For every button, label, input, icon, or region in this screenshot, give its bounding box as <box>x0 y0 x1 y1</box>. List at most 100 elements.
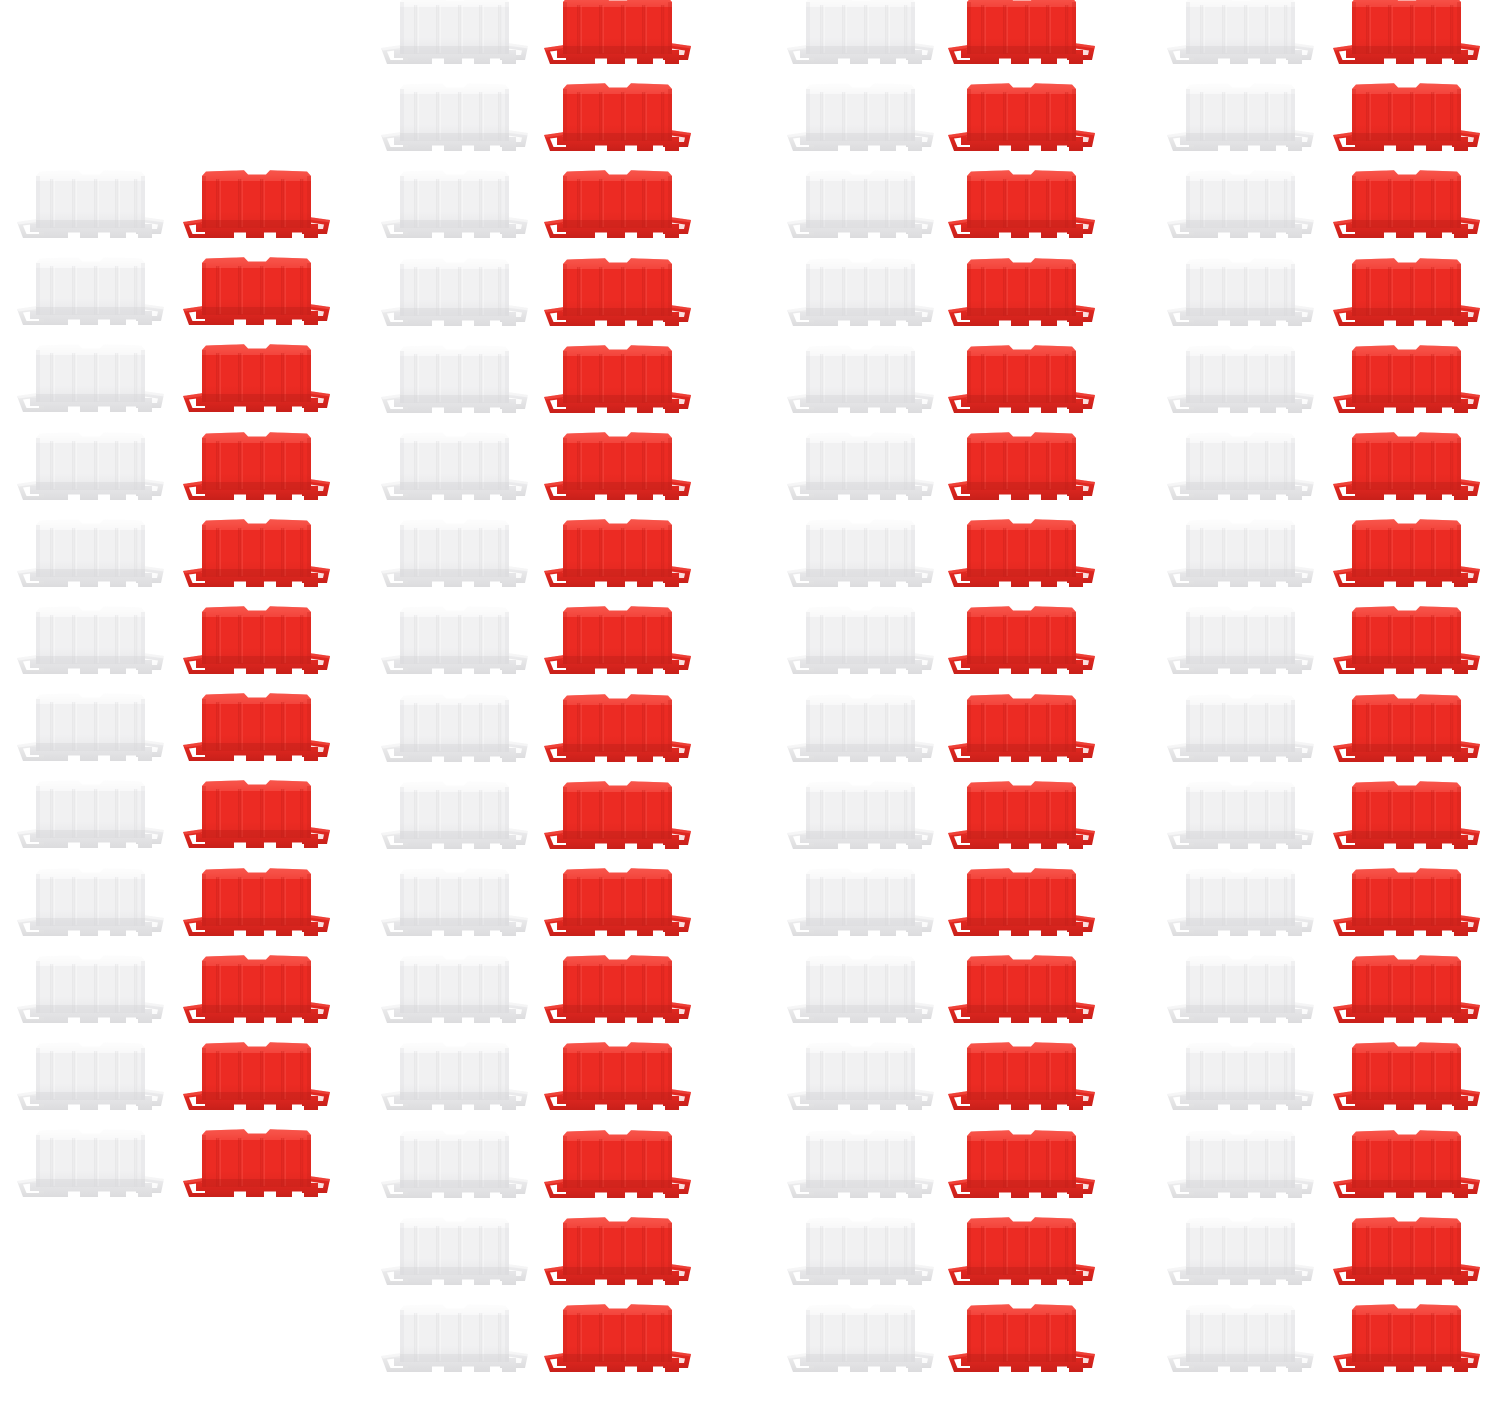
wedge-pair <box>784 604 1097 682</box>
tile-leveling-wedge-red <box>1330 692 1482 770</box>
tile-leveling-wedge-red <box>541 692 693 770</box>
wedge-pair <box>784 343 1097 421</box>
tile-leveling-wedge-white <box>14 342 166 420</box>
wedge-pair <box>378 604 693 682</box>
tile-leveling-wedge-red <box>1330 779 1482 857</box>
tile-leveling-wedge-red <box>1330 517 1482 595</box>
tile-leveling-wedge-red <box>541 604 693 682</box>
tile-leveling-wedge-red <box>945 1302 1097 1380</box>
tile-leveling-wedge-white <box>784 168 936 246</box>
tile-leveling-wedge-white <box>1164 517 1316 595</box>
wedge-pair <box>784 692 1097 770</box>
wedge-pair <box>784 430 1097 508</box>
tile-leveling-wedge-white <box>14 778 166 856</box>
tile-leveling-wedge-red <box>180 342 332 420</box>
wedge-pair <box>1164 0 1482 72</box>
tile-leveling-wedge-white <box>1164 343 1316 421</box>
tile-leveling-wedge-white <box>378 168 530 246</box>
wedge-pair <box>378 430 693 508</box>
tile-leveling-wedge-red <box>180 1127 332 1205</box>
tile-leveling-wedge-white <box>1164 256 1316 334</box>
tile-leveling-wedge-red <box>541 256 693 334</box>
wedge-pair <box>14 1040 332 1118</box>
wedge-pair <box>1164 1302 1482 1380</box>
wedge-pair <box>14 255 332 333</box>
tile-leveling-wedge-red <box>1330 604 1482 682</box>
tile-leveling-wedge-red <box>541 168 693 246</box>
wedge-pair <box>784 779 1097 857</box>
tile-leveling-wedge-white <box>378 953 530 1031</box>
tile-leveling-wedge-red <box>945 953 1097 1031</box>
tile-leveling-wedge-red <box>945 1128 1097 1206</box>
tile-leveling-wedge-red <box>180 604 332 682</box>
tile-leveling-wedge-white <box>14 430 166 508</box>
tile-leveling-wedge-white <box>1164 953 1316 1031</box>
tile-leveling-wedge-white <box>14 953 166 1031</box>
tile-leveling-wedge-red <box>1330 1040 1482 1118</box>
wedge-pair <box>14 866 332 944</box>
wedge-pair <box>378 81 693 159</box>
tile-leveling-wedge-white <box>1164 168 1316 246</box>
tile-leveling-wedge-white <box>784 692 936 770</box>
tile-leveling-wedge-red <box>180 1040 332 1118</box>
wedge-pair <box>378 866 693 944</box>
wedge-pair <box>784 517 1097 595</box>
tile-leveling-wedge-white <box>14 604 166 682</box>
wedge-pair <box>784 0 1097 72</box>
tile-leveling-wedge-red <box>1330 0 1482 72</box>
tile-leveling-wedge-red <box>945 343 1097 421</box>
wedge-pair <box>784 81 1097 159</box>
wedge-pair <box>1164 604 1482 682</box>
tile-leveling-wedge-white <box>14 1127 166 1205</box>
tile-leveling-wedge-white <box>784 604 936 682</box>
tile-leveling-wedge-white <box>1164 1215 1316 1293</box>
wedge-pair <box>1164 1215 1482 1293</box>
wedge-pair <box>14 1127 332 1205</box>
tile-leveling-wedge-white <box>14 255 166 333</box>
tile-leveling-wedge-red <box>541 430 693 508</box>
tile-leveling-wedge-white <box>378 1128 530 1206</box>
tile-leveling-wedge-white <box>378 1215 530 1293</box>
tile-leveling-wedge-red <box>1330 953 1482 1031</box>
tile-leveling-wedge-red <box>180 430 332 508</box>
tile-leveling-wedge-red <box>945 779 1097 857</box>
wedge-pair <box>784 168 1097 246</box>
tile-leveling-wedge-white <box>378 0 530 72</box>
wedge-pair <box>378 1040 693 1118</box>
tile-leveling-wedge-red <box>180 691 332 769</box>
wedge-pair <box>378 256 693 334</box>
tile-leveling-wedge-white <box>1164 779 1316 857</box>
wedge-pair <box>1164 692 1482 770</box>
tile-leveling-wedge-red <box>180 778 332 856</box>
tile-leveling-wedge-white <box>14 1040 166 1118</box>
tile-leveling-wedge-white <box>784 256 936 334</box>
wedge-pair <box>378 0 693 72</box>
wedge-pair <box>784 1302 1097 1380</box>
tile-leveling-wedge-red <box>945 0 1097 72</box>
tile-leveling-wedge-white <box>784 953 936 1031</box>
wedge-pair <box>378 1128 693 1206</box>
tile-leveling-wedge-red <box>945 1040 1097 1118</box>
tile-leveling-wedge-white <box>784 779 936 857</box>
tile-leveling-wedge-white <box>378 692 530 770</box>
wedge-pair <box>378 517 693 595</box>
wedge-pair <box>784 1128 1097 1206</box>
tile-leveling-wedge-white <box>1164 1302 1316 1380</box>
tile-leveling-wedge-red <box>541 1040 693 1118</box>
tile-leveling-wedge-red <box>945 692 1097 770</box>
tile-leveling-wedge-white <box>784 1128 936 1206</box>
tile-leveling-wedge-white <box>14 866 166 944</box>
tile-leveling-wedge-red <box>1330 866 1482 944</box>
wedge-pair <box>1164 430 1482 508</box>
wedge-pair <box>378 1302 693 1380</box>
tile-leveling-wedge-red <box>541 953 693 1031</box>
tile-leveling-wedge-red <box>541 0 693 72</box>
tile-leveling-wedge-red <box>541 1302 693 1380</box>
tile-leveling-wedge-red <box>1330 168 1482 246</box>
wedge-pair <box>1164 866 1482 944</box>
wedge-pair <box>14 517 332 595</box>
tile-leveling-wedge-white <box>784 1302 936 1380</box>
tile-leveling-wedge-red <box>945 604 1097 682</box>
wedge-pair <box>14 778 332 856</box>
